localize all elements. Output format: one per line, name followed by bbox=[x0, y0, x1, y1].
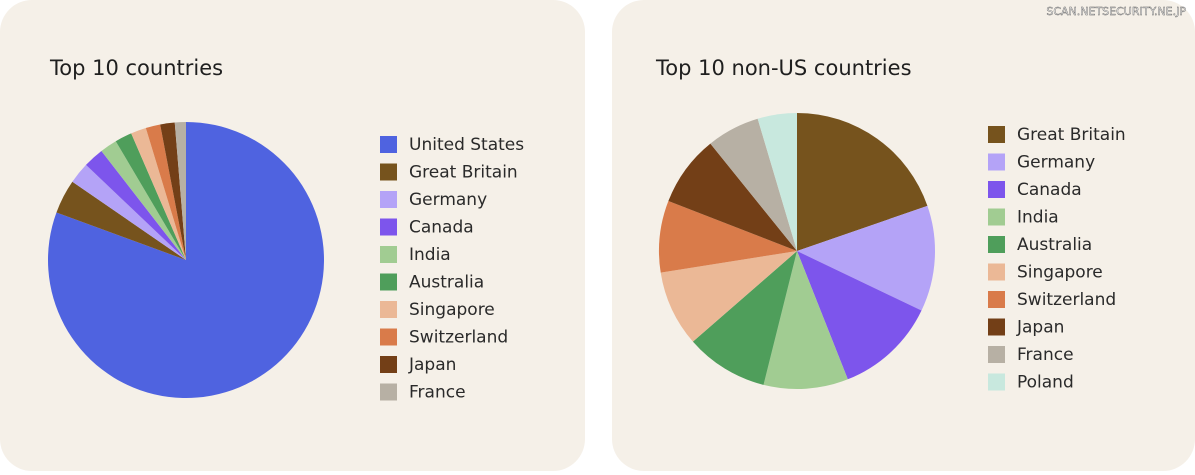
pie-slice bbox=[692, 251, 797, 385]
legend-label: Great Britain bbox=[409, 163, 518, 183]
pie-slice bbox=[763, 251, 848, 389]
legend-swatch bbox=[988, 373, 1005, 391]
pie-slice bbox=[101, 141, 186, 260]
legend-swatch bbox=[988, 208, 1005, 226]
legend-label: France bbox=[409, 383, 466, 403]
legend-swatch bbox=[988, 318, 1005, 336]
legend-label: Switzerland bbox=[1017, 290, 1116, 310]
chart-title: Top 10 non-US countries bbox=[655, 56, 912, 80]
pie-slice bbox=[797, 113, 928, 251]
legend-label: Australia bbox=[409, 273, 484, 293]
legend-label: India bbox=[409, 245, 451, 265]
pie-slice bbox=[797, 205, 936, 311]
pie-slice bbox=[47, 122, 324, 398]
legend-label: Japan bbox=[1016, 318, 1064, 338]
pie-slice bbox=[660, 251, 797, 342]
pie-slice bbox=[85, 150, 186, 260]
legend-swatch bbox=[380, 191, 397, 208]
pie-slice bbox=[115, 133, 186, 260]
legend-swatch bbox=[988, 263, 1005, 281]
legend-swatch bbox=[380, 163, 397, 181]
legend-swatch bbox=[380, 246, 397, 263]
legend-label: Singapore bbox=[1017, 263, 1103, 283]
legend-label: Germany bbox=[409, 190, 487, 210]
legend-swatch bbox=[380, 328, 397, 346]
legend-swatch bbox=[380, 383, 397, 401]
legend-swatch bbox=[988, 153, 1005, 171]
legend-swatch bbox=[988, 236, 1005, 253]
legend-swatch bbox=[380, 218, 397, 236]
legend-swatch bbox=[380, 136, 397, 153]
chart-title: Top 10 countries bbox=[49, 56, 223, 80]
pie-slice bbox=[710, 118, 797, 251]
pie-slice bbox=[797, 251, 922, 380]
legend-label: France bbox=[1017, 345, 1074, 365]
pie-slice bbox=[72, 164, 186, 260]
legend-label: Japan bbox=[408, 355, 456, 375]
pie-slice bbox=[659, 201, 797, 273]
pie-slice bbox=[56, 181, 186, 260]
pie-slice bbox=[131, 127, 186, 260]
pie-slice bbox=[668, 143, 797, 251]
legend-label: Great Britain bbox=[1017, 125, 1126, 145]
pie-slice bbox=[174, 122, 186, 260]
legend-label: Australia bbox=[1017, 235, 1092, 255]
legend-swatch bbox=[988, 126, 1005, 143]
pie-slice bbox=[145, 124, 186, 260]
legend-label: Singapore bbox=[409, 300, 495, 320]
legend-swatch bbox=[988, 181, 1005, 198]
pie-slice bbox=[757, 113, 797, 251]
legend-label: Poland bbox=[1017, 373, 1074, 393]
legend-label: Germany bbox=[1017, 153, 1095, 173]
legend-swatch bbox=[988, 346, 1005, 363]
legend-label: Canada bbox=[1017, 180, 1082, 200]
legend-label: Switzerland bbox=[409, 328, 508, 348]
pie-slice bbox=[160, 122, 186, 260]
watermark: SCAN.NETSECURITY.NE.JP bbox=[1046, 5, 1186, 18]
legend-swatch bbox=[380, 273, 397, 291]
legend-swatch bbox=[380, 301, 397, 318]
legend-label: India bbox=[1017, 208, 1059, 228]
legend-swatch bbox=[380, 356, 397, 373]
legend-swatch bbox=[988, 291, 1005, 308]
legend-label: United States bbox=[409, 135, 524, 155]
legend-label: Canada bbox=[409, 218, 474, 238]
